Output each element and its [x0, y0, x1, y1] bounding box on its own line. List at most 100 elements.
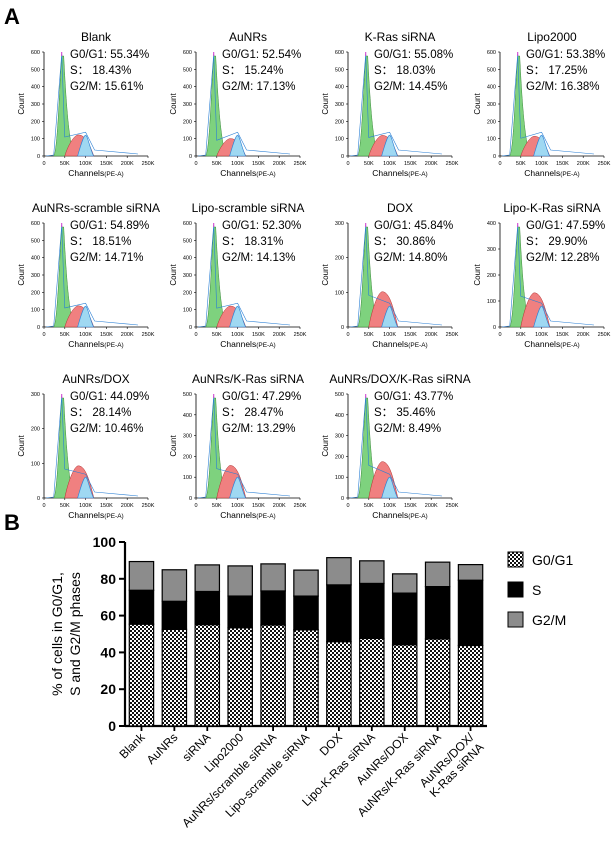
histogram-x-tick-label: 150K — [404, 503, 417, 509]
g2m-peak-fill — [381, 305, 399, 328]
histogram-x-tick-label: 50K — [60, 161, 70, 167]
histogram-title: AuNRs/DOX — [62, 372, 129, 386]
bar-y-tick-label: 40 — [100, 644, 116, 660]
s-percent: S： 30.86% — [374, 236, 435, 248]
histogram-x-tick-label: 150K — [100, 161, 113, 167]
histogram-panel: K-Ras siRNA 0 100 200 300 400 500 600 0 50K 100K 15… — [321, 30, 459, 178]
histogram-x-tick-label: 150K — [556, 332, 569, 338]
g2m-percent: G2/M: 10.46% — [70, 423, 144, 435]
g2m-peak-fill — [533, 134, 551, 157]
histogram-x-tick-label: 150K — [100, 503, 113, 509]
histogram-y-tick-label: 300 — [183, 102, 192, 108]
histogram-y-tick-label: 200 — [335, 256, 344, 262]
g0g1-peak-fill — [509, 55, 532, 157]
bar-segment-g2m — [293, 569, 319, 597]
histogram-y-tick-label: 200 — [31, 119, 40, 125]
histogram-y-tick-label: 300 — [335, 221, 344, 227]
histogram-x-label: Channels(PE-A) — [524, 339, 579, 349]
histogram-y-tick-label: 400 — [183, 85, 192, 91]
g2m-peak-fill — [533, 305, 551, 328]
histogram-y-tick-label: 600 — [183, 221, 192, 227]
histogram-fit-line — [349, 224, 443, 328]
histogram-y-tick-label: 100 — [487, 299, 496, 305]
histogram-y-tick-label: 200 — [31, 427, 40, 433]
histogram-x-tick-label: 0 — [194, 161, 197, 167]
histogram-x-tick-label: 250K — [142, 503, 155, 509]
bar-segment-g0g1 — [128, 623, 155, 727]
histogram-x-tick-label: 200K — [425, 332, 438, 338]
bar-segment-g0g1 — [391, 644, 418, 727]
histogram-title: Lipo-K-Ras siRNA — [503, 201, 600, 215]
histogram-y-tick-label: 100 — [31, 308, 40, 314]
histogram-x-tick-label: 250K — [142, 332, 155, 338]
bar-segment-s — [359, 582, 385, 640]
histogram-y-label: Count — [321, 435, 330, 457]
histogram-y-tick-label: 300 — [31, 392, 40, 398]
bar-segment-g0g1 — [359, 637, 385, 727]
bar-y-tick-label: 20 — [100, 681, 116, 697]
bar-segment-g2m — [128, 560, 155, 591]
histogram-panel: Blank 0 100 200 300 400 500 600 0 50K 100K 150K 200K… — [17, 30, 155, 178]
bar-y-tick-label: 100 — [93, 534, 117, 550]
histogram-x-tick-label: 0 — [42, 503, 45, 509]
histogram-y-tick-label: 0 — [37, 496, 40, 502]
histogram-x-tick-label: 50K — [212, 503, 222, 509]
histogram-panel: AuNRs/DOX/K-Ras siRNA 0 100 200 300 400 500 0 50… — [321, 372, 471, 520]
g2m-peak-fill — [229, 134, 247, 157]
histogram-x-tick-label: 250K — [598, 332, 611, 338]
histogram-y-tick-label: 500 — [31, 67, 40, 73]
histogram-x-tick-label: 0 — [194, 503, 197, 509]
histogram-title: AuNRs/DOX/K-Ras siRNA — [329, 372, 470, 386]
histogram-x-label: Channels(PE-A) — [220, 339, 275, 349]
g0g1-peak-fill — [205, 55, 228, 157]
histogram-x-label: Channels(PE-A) — [372, 168, 427, 178]
bar-segment-s — [260, 590, 286, 626]
s-percent: S： 17.25% — [526, 65, 587, 77]
histogram-title: K-Ras siRNA — [365, 30, 436, 44]
bar-y-label-line2: S and G2/M phases — [67, 572, 83, 696]
histogram-x-tick-label: 50K — [516, 332, 526, 338]
bar-segment-s — [194, 590, 221, 626]
s-percent: S： 28.47% — [222, 407, 283, 419]
histogram-y-label: Count — [169, 435, 178, 457]
histogram-title: AuNRs/K-Ras siRNA — [192, 372, 304, 386]
bar-segment-g2m — [359, 560, 385, 585]
histogram-y-tick-label: 100 — [335, 475, 344, 481]
histogram-x-label: Channels(PE-A) — [524, 168, 579, 178]
legend-label: S — [532, 582, 541, 598]
histogram-y-tick-label: 0 — [37, 154, 40, 160]
histogram-x-tick-label: 150K — [252, 332, 265, 338]
histogram-y-tick-label: 300 — [183, 273, 192, 279]
histogram-y-tick-label: 600 — [335, 50, 344, 56]
histogram-x-tick-label: 250K — [142, 161, 155, 167]
histogram-y-tick-label: 0 — [189, 325, 192, 331]
histogram-y-label: Count — [169, 93, 178, 115]
s-percent: S： 28.14% — [70, 407, 131, 419]
histogram-y-tick-label: 500 — [31, 238, 40, 244]
histogram-x-tick-label: 200K — [577, 332, 590, 338]
histogram-x-tick-label: 50K — [60, 332, 70, 338]
histogram-y-tick-label: 500 — [183, 67, 192, 73]
histogram-x-tick-label: 0 — [194, 332, 197, 338]
g2m-percent: G2/M: 17.13% — [222, 81, 296, 93]
histogram-x-tick-label: 200K — [273, 332, 286, 338]
histogram-y-tick-label: 400 — [487, 85, 496, 91]
histogram-x-tick-label: 250K — [446, 161, 459, 167]
histogram-title: Lipo2000 — [527, 30, 577, 44]
histogram-y-tick-label: 100 — [183, 137, 192, 143]
histogram-x-tick-label: 200K — [425, 503, 438, 509]
legend-label: G0/G1 — [532, 552, 573, 568]
histogram-x-tick-label: 50K — [60, 503, 70, 509]
g0g1-percent: G0/G1: 55.34% — [70, 49, 149, 61]
histogram-panel: Lipo2000 0 100 200 300 400 500 600 0 50K 100K 150K 2… — [473, 30, 611, 178]
g2m-peak-fill — [229, 305, 247, 328]
bar-segment-g2m — [424, 561, 451, 588]
histogram-y-tick-label: 400 — [335, 85, 344, 91]
panel-b-label: B — [4, 510, 20, 535]
s-percent: S： 18.43% — [70, 65, 131, 77]
histogram-y-tick-label: 500 — [183, 238, 192, 244]
histogram-x-tick-label: 100K — [535, 332, 548, 338]
histogram-y-tick-label: 600 — [31, 221, 40, 227]
histogram-fit-line — [349, 53, 443, 157]
